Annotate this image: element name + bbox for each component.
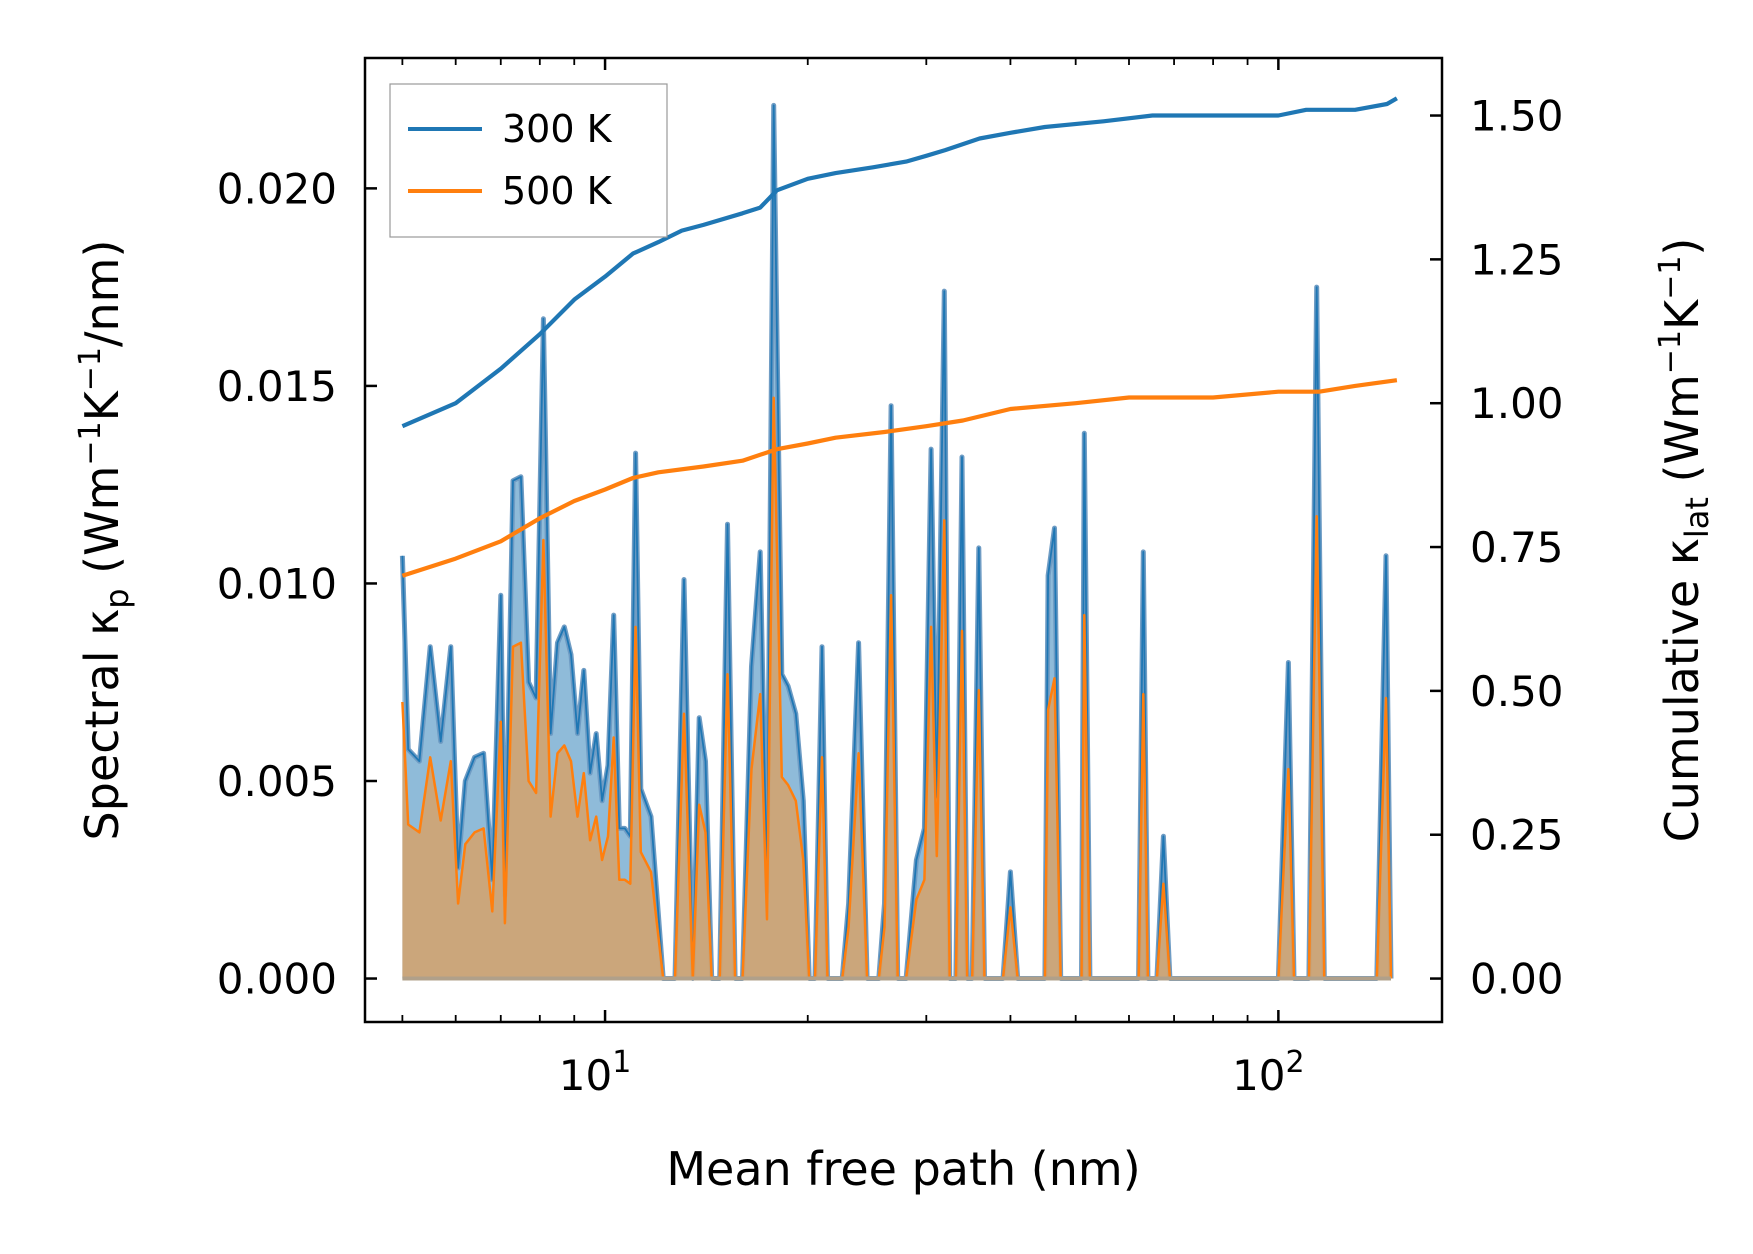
legend-label-500K: 500 K bbox=[502, 169, 613, 213]
axis-ticks: 101 102 0.000 0.005 0.010 0.015 0.020 0.00 0.25 0… bbox=[217, 58, 1564, 1100]
x-tick-label: 102 bbox=[1232, 1045, 1305, 1100]
axes-frame bbox=[363, 56, 1444, 1024]
y-left-tick-label: 0.000 bbox=[217, 955, 337, 1004]
cumulative-500K-line bbox=[401, 378, 1398, 578]
y-left-tick-label: 0.020 bbox=[217, 164, 337, 213]
y-right-tick-label: 0.00 bbox=[1470, 955, 1564, 1004]
y-left-tick-label: 0.015 bbox=[217, 362, 337, 411]
y-right-tick-label: 1.00 bbox=[1470, 379, 1564, 428]
legend-box bbox=[389, 83, 668, 238]
legend: 300 K 500 K bbox=[389, 83, 668, 238]
y-right-tick-label: 1.50 bbox=[1470, 92, 1564, 141]
legend-label-300K: 300 K bbox=[502, 107, 613, 151]
x-tick-label: 101 bbox=[559, 1045, 632, 1100]
cumulative-lines bbox=[401, 96, 1398, 578]
y-left-tick-label: 0.010 bbox=[217, 559, 337, 608]
spectral-areas bbox=[399, 102, 1394, 981]
y-axis-left-label: Spectral κp (Wm−1K−1/nm) bbox=[73, 240, 136, 841]
y-right-tick-label: 1.25 bbox=[1470, 235, 1564, 284]
y-right-tick-label: 0.50 bbox=[1470, 667, 1564, 716]
x-axis-label: Mean free path (nm) bbox=[666, 1142, 1140, 1196]
y-right-tick-label: 0.75 bbox=[1470, 523, 1564, 572]
y-right-tick-label: 0.25 bbox=[1470, 811, 1564, 860]
y-axis-right-label: Cumulative κlat (Wm−1K−1) bbox=[1653, 238, 1716, 843]
y-left-tick-label: 0.005 bbox=[217, 757, 337, 806]
cumulative-300K-line bbox=[401, 96, 1398, 429]
spectral-500K-area bbox=[402, 397, 1391, 979]
